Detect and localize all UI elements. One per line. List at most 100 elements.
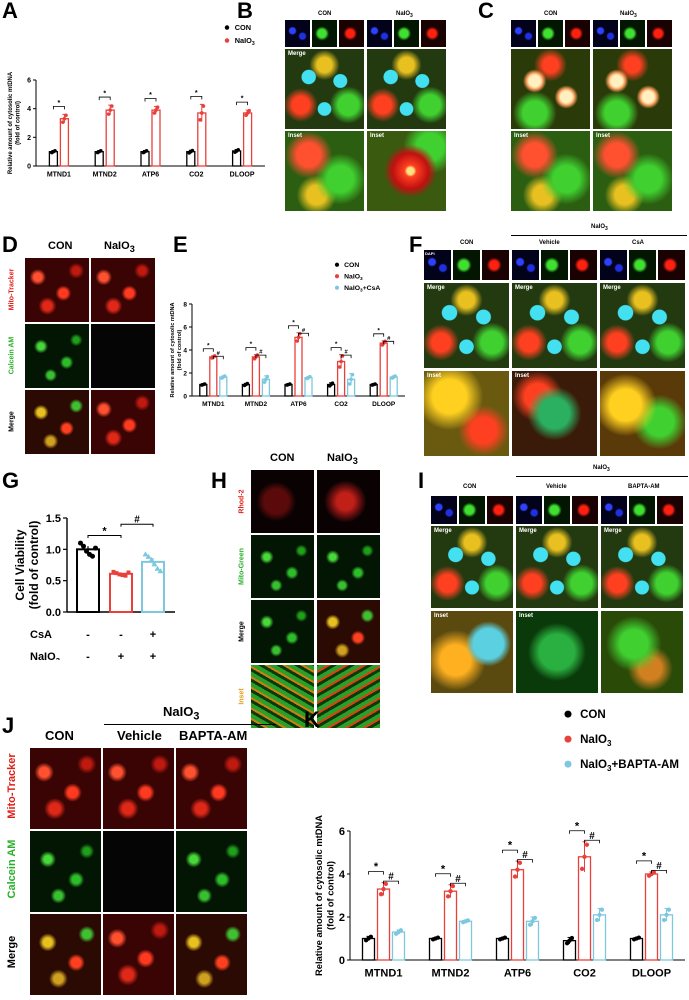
data-point bbox=[599, 907, 605, 912]
legend-label: NaIO3 bbox=[344, 274, 363, 283]
d-mito-con bbox=[25, 258, 89, 322]
j-merge-con bbox=[30, 914, 101, 995]
c-col-con: CON bbox=[544, 11, 558, 17]
bar bbox=[376, 888, 391, 961]
sig-star: * bbox=[195, 90, 198, 97]
h-col-naio3: NaIO3 bbox=[327, 452, 358, 467]
b-merge-naio3 bbox=[367, 49, 446, 129]
legend-label: NaIO3+BAPTA-AM bbox=[580, 759, 679, 773]
f-green-con bbox=[453, 250, 480, 280]
data-point bbox=[145, 553, 152, 559]
bar bbox=[242, 112, 253, 167]
data-point bbox=[579, 866, 585, 871]
legend-label: NaIO3+CsA bbox=[344, 285, 380, 294]
i-dapi-con bbox=[431, 496, 457, 524]
i-green-veh bbox=[544, 496, 570, 524]
i-inset-con: Inset bbox=[431, 611, 513, 693]
sig-bracket bbox=[383, 340, 395, 345]
sig-star: * bbox=[241, 96, 244, 103]
j-merge-veh bbox=[103, 914, 174, 995]
data-point bbox=[664, 912, 669, 918]
legend-marker bbox=[564, 710, 572, 718]
d-col-con: CON bbox=[48, 240, 73, 252]
h-rhod-con bbox=[251, 470, 314, 533]
i-dapi-veh bbox=[516, 496, 542, 524]
y-tick-label: 0 bbox=[339, 955, 345, 967]
legend-marker bbox=[334, 262, 340, 267]
data-point bbox=[582, 854, 587, 859]
sig-star: * bbox=[292, 319, 295, 326]
c-green-naio3 bbox=[620, 20, 645, 47]
legend-label: CON bbox=[580, 709, 606, 721]
f-col-vehicle: Vehicle bbox=[539, 240, 560, 246]
i-red-veh bbox=[572, 496, 598, 524]
c-red-naio3 bbox=[647, 20, 672, 47]
legend-marker bbox=[224, 38, 230, 43]
bar bbox=[458, 920, 473, 961]
data-point bbox=[584, 842, 590, 847]
panel-label-b: B bbox=[237, 0, 253, 23]
j-header-line bbox=[104, 724, 276, 725]
d-row-calcein: Calcein AM bbox=[8, 336, 16, 375]
bar bbox=[592, 914, 607, 961]
f-green-csa bbox=[629, 250, 656, 280]
sig-bracket bbox=[53, 106, 65, 110]
y-tick-label: 2 bbox=[27, 135, 31, 142]
d-merge-con bbox=[25, 390, 89, 454]
x-tick-label: ATP6 bbox=[142, 172, 159, 179]
y-tick-label: 8 bbox=[183, 301, 187, 308]
j-calcein-bapta bbox=[176, 831, 247, 912]
data-point bbox=[78, 540, 83, 546]
c-dapi-naio3 bbox=[593, 20, 618, 47]
data-point bbox=[265, 374, 270, 379]
sig-bracket bbox=[584, 839, 600, 844]
sig-hash: # bbox=[388, 872, 394, 883]
d-mito-naio3 bbox=[91, 258, 155, 322]
bar bbox=[428, 937, 443, 961]
panel-label-c: C bbox=[478, 0, 494, 23]
data-point bbox=[93, 545, 98, 551]
sig-bracket bbox=[255, 354, 267, 359]
f-header: NaIO3 bbox=[591, 224, 608, 233]
bar bbox=[219, 376, 228, 397]
x-tick-label: MTND1 bbox=[202, 401, 225, 408]
sig-bracket bbox=[212, 355, 224, 360]
sig-bracket bbox=[120, 523, 154, 527]
sig-star: * bbox=[250, 341, 253, 348]
sig-star: * bbox=[149, 92, 152, 99]
data-point bbox=[597, 912, 602, 918]
y-axis-label: Cell Viability(fold of control) bbox=[13, 521, 41, 610]
x-tick-label: MTND2 bbox=[432, 968, 470, 980]
data-point bbox=[111, 569, 116, 574]
c-inset-naio3: Inset bbox=[593, 131, 672, 211]
data-point bbox=[142, 551, 149, 557]
i-dapi-bapta bbox=[601, 496, 627, 524]
y-tick-label: 1.5 bbox=[46, 513, 61, 525]
f-red-csa bbox=[658, 250, 685, 280]
y-tick-label: 6 bbox=[183, 324, 187, 331]
sig-bracket bbox=[98, 96, 111, 101]
legend-marker bbox=[334, 285, 340, 290]
data-point bbox=[636, 935, 642, 940]
bar bbox=[443, 890, 458, 961]
data-point bbox=[448, 889, 453, 894]
panel-label-i: I bbox=[418, 468, 425, 493]
sig-hash: # bbox=[522, 850, 528, 861]
bar bbox=[304, 376, 313, 397]
sig-hash: # bbox=[217, 351, 221, 357]
y-axis-label: Relative amount of cytosolic mtDNA(fold … bbox=[8, 71, 21, 174]
j-row-mito: Mito-Tracker bbox=[6, 753, 18, 819]
c-red-con bbox=[565, 20, 590, 47]
panel-label-j: J bbox=[2, 713, 15, 738]
sig-bracket bbox=[190, 95, 203, 100]
sig-bracket bbox=[202, 348, 214, 352]
f-col-csa: CsA bbox=[632, 240, 645, 246]
legend-label: CON bbox=[344, 262, 359, 269]
sig-bracket bbox=[502, 849, 518, 854]
i-header: NaIO3 bbox=[593, 465, 610, 474]
data-point bbox=[288, 382, 292, 386]
data-point bbox=[117, 572, 122, 577]
y-tick-label: 4 bbox=[183, 347, 187, 354]
bar bbox=[294, 336, 303, 397]
x-tick-label: DLOOP bbox=[230, 172, 255, 179]
